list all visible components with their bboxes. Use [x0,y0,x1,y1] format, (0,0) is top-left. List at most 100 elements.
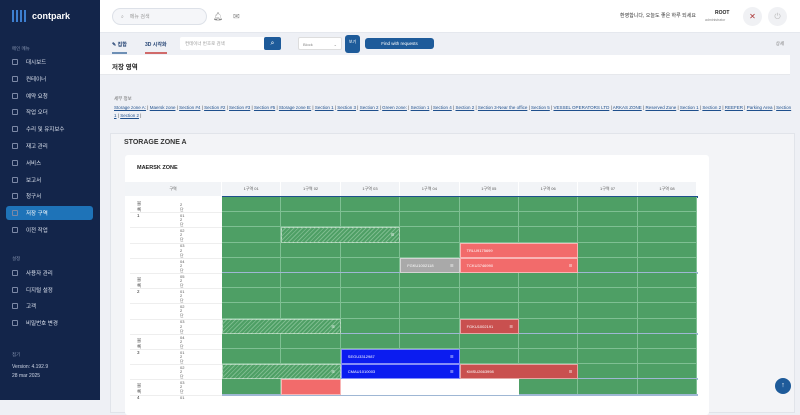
sidebar-item[interactable]: 고객 [6,299,93,313]
zone-link[interactable]: Storage zone A: [114,105,147,110]
zone-link[interactable]: Storage zone B: [278,105,312,110]
container-block[interactable] [340,379,519,395]
zone-link[interactable]: Green zone: [382,105,407,110]
zone-link[interactable]: Reserved Zone [645,105,677,110]
zone-link[interactable]: Section #2 [204,105,226,110]
grid-cell[interactable] [459,197,519,213]
grid-cell[interactable] [459,303,519,319]
tab-aggregate[interactable]: ✎ 집합 [112,41,127,54]
grid-cell[interactable] [637,364,698,380]
scroll-top-button[interactable]: ↑ [775,378,791,394]
grid-cell[interactable] [519,273,579,289]
grid-cell[interactable] [400,318,460,334]
menu-icon[interactable]: ☰ [331,323,335,329]
grid-cell[interactable] [578,364,638,380]
find-with-requests-button[interactable]: Find with requests [365,38,434,49]
zone-link[interactable]: Section 2 [702,105,722,110]
view-button[interactable]: 보기 [345,35,360,53]
grid-cell[interactable] [459,333,519,349]
grid-cell[interactable] [400,227,460,243]
grid-cell[interactable] [637,303,698,319]
zone-link[interactable]: Section 3 [337,105,357,110]
grid-cell[interactable] [400,303,460,319]
grid-cell[interactable] [578,288,638,304]
grid-cell[interactable] [222,197,282,213]
zone-link[interactable]: Section 1 [679,105,699,110]
block-select[interactable]: Block ⌄ [298,37,342,50]
container-search-input[interactable]: 컨테이너 번호로 검색 [180,37,265,50]
grid-cell[interactable] [637,288,698,304]
menu-search[interactable]: ⌕ 메뉴 검색 [112,8,207,25]
grid-cell[interactable] [400,212,460,228]
grid-cell[interactable] [578,349,638,365]
grid-cell[interactable] [637,212,698,228]
zone-link[interactable]: Section 1 [314,105,334,110]
grid-cell[interactable] [578,227,638,243]
container-block[interactable]: FGKU1002118 ☰ [400,257,460,273]
zone-link[interactable]: Section 1 [114,105,792,118]
grid-cell[interactable] [281,273,341,289]
grid-cell[interactable] [340,197,401,213]
menu-icon[interactable]: ☰ [331,369,335,375]
zone-link[interactable]: Section 2 [359,105,379,110]
grid-cell[interactable] [281,242,341,258]
container-block[interactable]: CMAU1010003 ☰ [340,364,460,380]
power-icon[interactable]: ⏻ [768,7,787,26]
sidebar-item[interactable]: 보고서 [6,173,93,187]
grid-cell[interactable] [578,212,638,228]
menu-icon[interactable]: ☰ [568,369,573,375]
grid-cell[interactable] [222,349,282,365]
container-block[interactable]: ☰ [222,318,341,334]
grid-cell[interactable] [281,333,341,349]
grid-cell[interactable] [578,273,638,289]
grid-cell[interactable] [519,303,579,319]
sidebar-item[interactable]: 수리 및 유지보수 [6,122,93,136]
sidebar-item[interactable]: 디지털 설정 [6,283,93,297]
menu-icon[interactable]: ☰ [509,323,513,329]
grid-cell[interactable] [222,333,282,349]
collapse-button[interactable]: 접기 [12,352,21,357]
grid-cell[interactable] [222,273,282,289]
grid-cell[interactable] [222,379,282,395]
container-block[interactable]: KMSU2663998 ☰ [459,364,579,380]
grid-cell[interactable] [578,242,638,258]
grid-cell[interactable] [578,303,638,319]
grid-cell[interactable] [637,227,698,243]
grid-cell[interactable] [637,349,698,365]
sidebar-item[interactable]: 예약 요청 [6,89,93,103]
zone-link[interactable]: Parking Area [746,105,773,110]
search-button[interactable]: ⌕ [264,37,281,50]
logo[interactable]: contpark [12,10,70,22]
menu-icon[interactable]: ☰ [449,262,454,268]
menu-icon[interactable]: ☰ [450,354,454,360]
zone-link[interactable]: Section 4 [433,105,452,110]
zone-link[interactable]: Section #4 [179,105,201,110]
tab-3d-view[interactable]: 3D 시각화 [145,41,167,54]
grid-cell[interactable] [459,288,519,304]
grid-cell[interactable] [578,257,638,273]
grid-cell[interactable] [281,212,341,228]
grid-cell[interactable] [637,318,698,334]
grid-cell[interactable] [222,227,282,243]
grid-cell[interactable] [637,379,698,395]
container-block[interactable]: SEGU3312987 ☰ [340,349,460,365]
zone-link[interactable]: Maersk zone [149,105,176,110]
grid-cell[interactable] [400,333,460,349]
zone-link[interactable]: Section 2 [455,105,475,110]
grid-cell[interactable] [281,257,341,273]
grid-cell[interactable] [222,242,282,258]
grid-cell[interactable] [459,212,519,228]
grid-cell[interactable] [400,197,460,213]
sidebar-item[interactable]: 재고 관리 [6,139,93,153]
grid-cell[interactable] [519,212,579,228]
sidebar-item[interactable]: 비밀번호 변경 [6,316,93,330]
zone-link[interactable]: VESSEL OPERATORS LTD [553,105,610,110]
user-name[interactable]: ROOT [715,10,730,16]
grid-cell[interactable] [340,318,401,334]
grid-cell[interactable] [281,349,341,365]
grid-cell[interactable] [637,273,698,289]
zone-link[interactable]: Section 1 [410,105,430,110]
grid-cell[interactable] [222,212,282,228]
container-block[interactable]: ☰ [222,364,341,380]
menu-icon[interactable]: ☰ [390,232,395,238]
